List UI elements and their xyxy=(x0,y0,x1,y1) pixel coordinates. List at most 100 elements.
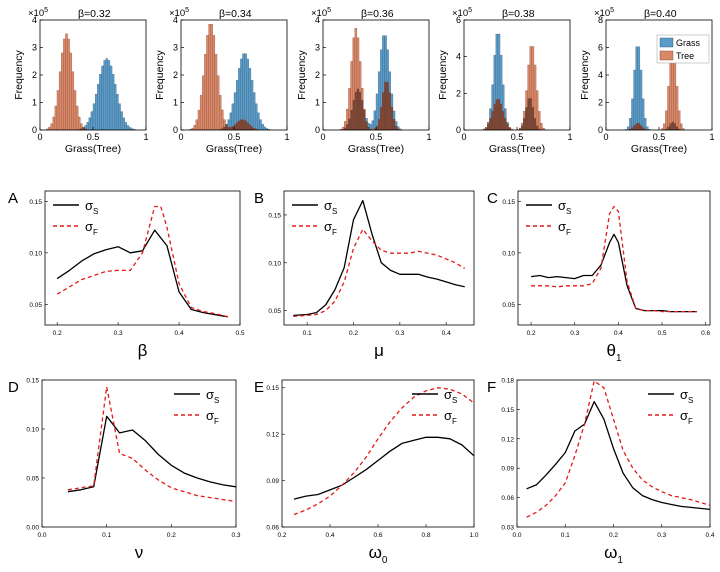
series-line-sigma-f xyxy=(293,387,475,516)
overlap-bar xyxy=(227,127,230,130)
tree-bar xyxy=(199,95,203,131)
y-axis-label: Frequency xyxy=(13,49,25,99)
grass-bar xyxy=(118,103,121,131)
y-tick-label: 3 xyxy=(32,43,37,53)
tree-bar xyxy=(52,116,55,131)
x-tick-label: 0.2 xyxy=(167,532,176,539)
histogram-panel-1: 0 0.5 1 0 1 2 3 4×105 β=0.32 Frequency Grass(Tree) xyxy=(13,7,149,155)
x-tick-label: 0 xyxy=(178,132,183,142)
overlap-bar xyxy=(359,91,362,130)
line-panel-A: 0.2 0.3 0.4 0.5 0.05 0.10 0.15 σS σF Aβ xyxy=(8,190,245,360)
y-tick-label: 0.06 xyxy=(501,495,514,502)
legend-label-sigma-s: σS xyxy=(558,198,571,216)
tree-bar xyxy=(677,110,681,131)
series-line-sigma-s xyxy=(293,436,475,500)
histogram-legend: Grass Tree xyxy=(656,34,710,64)
grass-bar xyxy=(233,92,237,131)
overlap-bar xyxy=(523,118,526,130)
series-line-sigma-s xyxy=(67,415,237,493)
tree-bar xyxy=(73,90,77,131)
y-axis-label: Frequency xyxy=(154,49,166,99)
overlap-bar xyxy=(234,124,237,130)
tree-bar xyxy=(221,109,224,131)
tree-bar xyxy=(540,123,543,131)
overlap-bar xyxy=(248,124,251,130)
series-line-sigma-s xyxy=(526,400,711,511)
tree-bar xyxy=(195,119,199,131)
x-tick-label: 0.3 xyxy=(657,532,666,539)
beta-title: β=0.34 xyxy=(219,8,252,20)
y-tick-label: 1 xyxy=(32,98,37,108)
overlap-bar xyxy=(221,128,224,130)
line-panel-F: 0.0 0.1 0.2 0.3 0.4 0.03 0.06 0.09 0.12 0.15 0.18 σ… xyxy=(487,378,715,567)
x-tick-label: 0.5 xyxy=(228,132,241,142)
overlap-bar xyxy=(380,107,383,130)
legend-subscript: S xyxy=(452,396,457,405)
legend-subscript: F xyxy=(566,228,571,237)
overlap-bar xyxy=(675,126,679,130)
overlap-bar xyxy=(346,124,349,130)
series-line-sigma-f xyxy=(531,205,697,313)
x-axis-label: Grass(Tree) xyxy=(631,143,687,155)
overlap-bar xyxy=(673,123,676,130)
y-axis-label: Frequency xyxy=(579,49,591,99)
x-axis-label: θ1 xyxy=(606,341,621,364)
overlap-bar xyxy=(487,123,490,130)
legend-subscript: F xyxy=(452,417,457,426)
series-line-sigma-s xyxy=(293,199,465,317)
grass-bar xyxy=(259,119,262,131)
overlap-bar xyxy=(361,100,364,130)
series-line-sigma-s xyxy=(56,229,228,318)
line-panel-C: 0.2 0.3 0.4 0.5 0.6 0.05 0.10 0.15 σS σF Cθ1 xyxy=(487,190,711,364)
tree-bar xyxy=(75,105,79,131)
grass-bar xyxy=(637,46,641,131)
grass-bar xyxy=(122,117,125,131)
overlap-bar xyxy=(229,127,232,130)
overlap-bar xyxy=(373,128,376,130)
grass-bar xyxy=(261,123,264,131)
overlap-bar xyxy=(376,126,379,130)
legend-label-sigma-f: σF xyxy=(324,219,337,237)
y-tick-label: 4 xyxy=(456,52,461,62)
line-legend: σS σF xyxy=(292,198,337,237)
grass-bar xyxy=(246,58,249,131)
tree-bar xyxy=(219,95,222,131)
overlap-bar xyxy=(225,124,228,130)
y-tick-label: 0.12 xyxy=(501,436,514,443)
tree-bar xyxy=(193,125,196,131)
panel-label: D xyxy=(8,379,19,396)
grass-bar xyxy=(101,65,104,131)
tree-bar xyxy=(56,90,60,131)
overlap-bar xyxy=(639,125,643,130)
legend-label-sigma-f: σF xyxy=(680,408,693,426)
overlap-bar xyxy=(629,129,632,130)
overlap-bar xyxy=(352,100,355,130)
legend-subscript: F xyxy=(93,228,98,237)
x-tick-label: 0.4 xyxy=(705,532,714,539)
tree-bar xyxy=(63,38,66,131)
tree-bar xyxy=(71,71,75,131)
overlap-bar xyxy=(538,128,541,130)
overlap-bar xyxy=(367,127,370,130)
legend-swatch-grass xyxy=(659,37,674,48)
legend-label-grass: Grass xyxy=(676,38,701,48)
grass-bar xyxy=(242,53,245,131)
y-tick-label: 0.10 xyxy=(268,260,281,267)
legend-subscript: F xyxy=(332,228,337,237)
panel-label: C xyxy=(487,190,498,207)
overlap-bar xyxy=(529,98,532,130)
y-tick-label: 4 xyxy=(315,15,320,25)
tree-bar xyxy=(538,111,541,131)
x-axis-label: Grass(Tree) xyxy=(348,143,404,155)
overlap-bar xyxy=(244,120,247,130)
y-tick-label: 0.00 xyxy=(26,525,39,532)
beta-title: β=0.40 xyxy=(644,8,677,20)
overlap-bar xyxy=(502,111,505,130)
series-line-sigma-f xyxy=(67,386,237,503)
x-tick-label: 1.0 xyxy=(469,532,478,539)
grass-bar xyxy=(641,98,645,131)
y-tick-label: 4 xyxy=(32,15,37,25)
plot-frame xyxy=(517,190,711,326)
overlap-bar xyxy=(533,118,537,130)
x-tick-label: 1 xyxy=(567,132,572,142)
